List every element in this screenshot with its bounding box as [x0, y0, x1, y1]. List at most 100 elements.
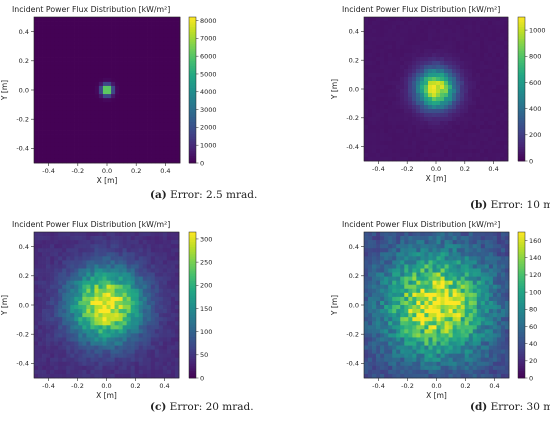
heatmap-cell [119, 17, 124, 22]
heatmap-cell [170, 240, 176, 245]
colorbar-segment [189, 72, 196, 76]
heatmap-cell [38, 341, 43, 346]
heatmap-cell [114, 305, 119, 310]
heatmap-cell [476, 268, 482, 273]
heatmap-cell [420, 305, 425, 310]
heatmap-cell [127, 69, 132, 75]
heatmap-cell [90, 98, 96, 103]
heatmap-cell [139, 114, 144, 119]
heatmap-cell [444, 61, 449, 66]
heatmap-cell [163, 81, 169, 87]
heatmap-cell [167, 25, 173, 30]
heatmap-cell [42, 142, 47, 148]
heatmap-cell [118, 345, 123, 350]
heatmap-cell [174, 309, 180, 314]
heatmap-cell [142, 313, 148, 318]
heatmap-cell [151, 21, 157, 26]
heatmap-cell [90, 114, 96, 119]
heatmap-cell [484, 149, 489, 154]
y-tick-label: 0.2 [349, 57, 359, 65]
heatmap-cell [174, 373, 180, 379]
heatmap-cell [500, 105, 505, 110]
heatmap-cell [488, 149, 493, 154]
colorbar-segment [189, 51, 196, 54]
heatmap-cell [130, 236, 136, 241]
heatmap-cell [166, 357, 172, 363]
colorbar-segment [189, 111, 196, 115]
heatmap-cell [70, 49, 75, 54]
heatmap-cell [155, 49, 161, 54]
heatmap-cell [500, 81, 505, 86]
heatmap-cell [492, 129, 497, 134]
heatmap-cell [372, 125, 377, 130]
heatmap-cell [50, 41, 55, 46]
heatmap-cell [488, 260, 494, 265]
heatmap-cell [115, 85, 120, 91]
heatmap-cell [123, 94, 128, 99]
heatmap-cell [74, 268, 79, 273]
heatmap-cell [111, 102, 116, 107]
colorbar-segment [189, 85, 196, 88]
heatmap-cell [86, 357, 91, 363]
heatmap-cell [175, 90, 181, 95]
heatmap-cell [404, 313, 409, 318]
heatmap-cell [94, 333, 99, 338]
heatmap-cell [504, 89, 509, 94]
heatmap-cell [138, 240, 144, 245]
heatmap-cell [500, 37, 505, 42]
heatmap-cell [468, 109, 473, 114]
heatmap-cell [126, 288, 132, 294]
heatmap-cell [440, 53, 445, 58]
heatmap-cell [143, 154, 148, 160]
heatmap-cell [98, 288, 103, 294]
heatmap-cell [146, 276, 152, 282]
heatmap-cell [54, 85, 59, 91]
heatmap-cell [376, 73, 381, 78]
heatmap-cell [504, 61, 509, 66]
heatmap-cell [58, 33, 63, 38]
heatmap-cell [86, 341, 91, 346]
heatmap-cell [380, 153, 385, 158]
heatmap-cell [74, 102, 79, 107]
heatmap-cell [496, 85, 501, 90]
heatmap-cell [448, 153, 453, 158]
heatmap-cell [154, 236, 160, 241]
heatmap-cell [110, 361, 115, 367]
heatmap-cell [428, 129, 433, 134]
heatmap-cell [131, 21, 136, 26]
heatmap-cell [70, 349, 75, 355]
heatmap-cell [484, 268, 490, 273]
heatmap-cell [94, 150, 100, 156]
heatmap-cell [456, 81, 461, 86]
heatmap-cell [98, 41, 104, 46]
heatmap-cell [90, 373, 95, 379]
heatmap-cell [102, 288, 107, 294]
heatmap-cell [170, 313, 176, 318]
heatmap-cell [444, 65, 449, 70]
heatmap-cell [420, 109, 425, 114]
heatmap-cell [138, 232, 144, 237]
heatmap-cell [159, 49, 165, 54]
heatmap-cell [372, 236, 377, 241]
heatmap-cell [480, 149, 485, 154]
heatmap-cell [384, 256, 389, 261]
heatmap-cell [86, 252, 91, 257]
heatmap-cell [162, 345, 168, 350]
heatmap-cell [98, 98, 104, 103]
heatmap-cell [404, 272, 409, 277]
heatmap-cell [46, 345, 51, 350]
heatmap-cell [38, 25, 43, 30]
heatmap-cell [111, 110, 116, 115]
heatmap-cell [492, 260, 498, 265]
heatmap-cell [110, 272, 115, 277]
heatmap-cell [424, 57, 429, 62]
heatmap-cell [50, 142, 55, 148]
heatmap-cell [460, 244, 466, 249]
heatmap-cell [480, 29, 485, 34]
heatmap-cell [102, 134, 108, 140]
heatmap-cell [38, 365, 43, 371]
heatmap-cell [476, 109, 481, 114]
heatmap-cell [98, 236, 103, 241]
colorbar-segment [189, 346, 196, 350]
heatmap-cell [436, 240, 441, 245]
